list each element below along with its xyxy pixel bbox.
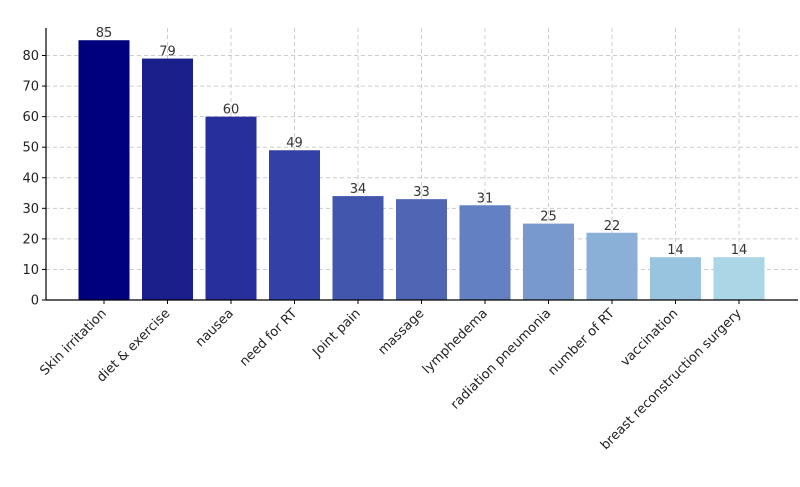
bar: [586, 232, 638, 300]
bar-value-label: 60: [223, 103, 240, 118]
bar-value-label: 49: [286, 136, 303, 151]
bar: [205, 116, 257, 300]
axes: [42, 28, 798, 304]
bars: [78, 40, 765, 300]
bar-value-label: 31: [477, 191, 494, 206]
bar: [396, 199, 447, 300]
x-tick-label: nausea: [193, 306, 237, 350]
x-tick-label: breast reconstruction surgery: [598, 306, 745, 453]
x-tick-label: Skin irritation: [37, 306, 109, 378]
x-tick-label: need for RT: [237, 306, 300, 369]
grid: [46, 28, 798, 301]
bar-value-label: 25: [540, 210, 557, 225]
bar-value-label: 14: [667, 243, 684, 258]
x-tick-label: vaccination: [618, 306, 681, 369]
y-tick-label: 50: [22, 141, 39, 156]
y-tick-label: 30: [22, 202, 39, 217]
y-tick-label: 10: [22, 263, 39, 278]
bar: [713, 257, 765, 300]
bar-value-label: 79: [159, 45, 176, 60]
bar: [650, 257, 701, 300]
x-tick-label: lymphedema: [420, 306, 491, 377]
x-tick-label: Joint pain: [309, 306, 363, 360]
x-tick-label: number of RT: [545, 306, 618, 379]
bar-value-label: 85: [96, 26, 113, 41]
x-tick-label: massage: [375, 306, 427, 358]
y-tick-label: 0: [31, 294, 39, 309]
bar: [269, 150, 320, 300]
bar-value-label: 22: [604, 219, 621, 234]
y-tick-label: 70: [22, 80, 39, 95]
bar: [78, 40, 130, 300]
bar: [459, 205, 511, 300]
bar: [332, 196, 384, 300]
bar: [142, 58, 193, 300]
y-tick-label: 40: [22, 171, 39, 186]
bar-value-label: 34: [350, 182, 367, 197]
bar: [523, 223, 574, 300]
bar-value-label: 33: [413, 185, 430, 200]
y-tick-label: 20: [22, 232, 39, 247]
bar-value-label: 14: [731, 243, 748, 258]
y-tick-label: 80: [22, 49, 39, 64]
y-tick-label: 60: [22, 110, 39, 125]
